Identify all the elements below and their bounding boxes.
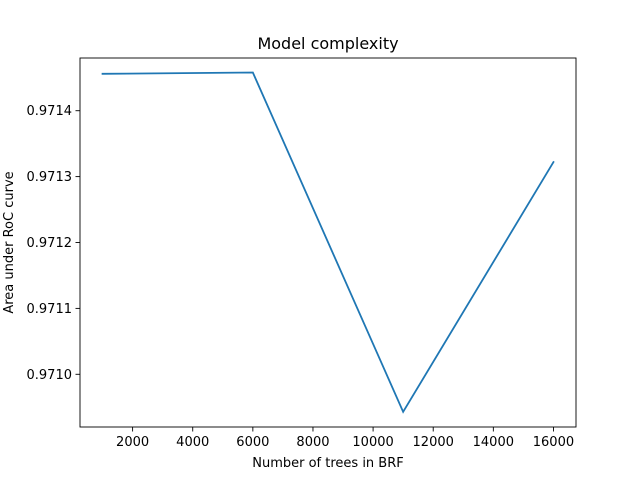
x-tick-label: 12000 — [413, 435, 454, 450]
x-tick-label: 6000 — [236, 435, 269, 450]
y-tick-label: 0.9711 — [27, 302, 73, 317]
y-tick-label: 0.9710 — [27, 368, 73, 383]
y-tick-label: 0.9714 — [27, 104, 73, 119]
y-axis-label: Area under RoC curve — [2, 171, 17, 313]
x-axis: 2000 4000 6000 8000 10000 12000 14000 16000 — [116, 427, 574, 450]
x-tick-label: 10000 — [352, 435, 393, 450]
y-tick-label: 0.9712 — [27, 236, 73, 251]
x-axis-label: Number of trees in BRF — [252, 456, 404, 471]
x-tick-label: 14000 — [473, 435, 514, 450]
x-tick-label: 8000 — [296, 435, 329, 450]
y-tick-label: 0.9713 — [27, 170, 73, 185]
chart-title: Model complexity — [257, 34, 398, 53]
y-axis: 0.9710 0.9711 0.9712 0.9713 0.9714 — [27, 104, 80, 383]
x-tick-label: 16000 — [533, 435, 574, 450]
series-layer — [101, 71, 555, 414]
series-line — [101, 71, 555, 414]
x-tick-label: 2000 — [116, 435, 149, 450]
x-tick-label: 4000 — [176, 435, 209, 450]
